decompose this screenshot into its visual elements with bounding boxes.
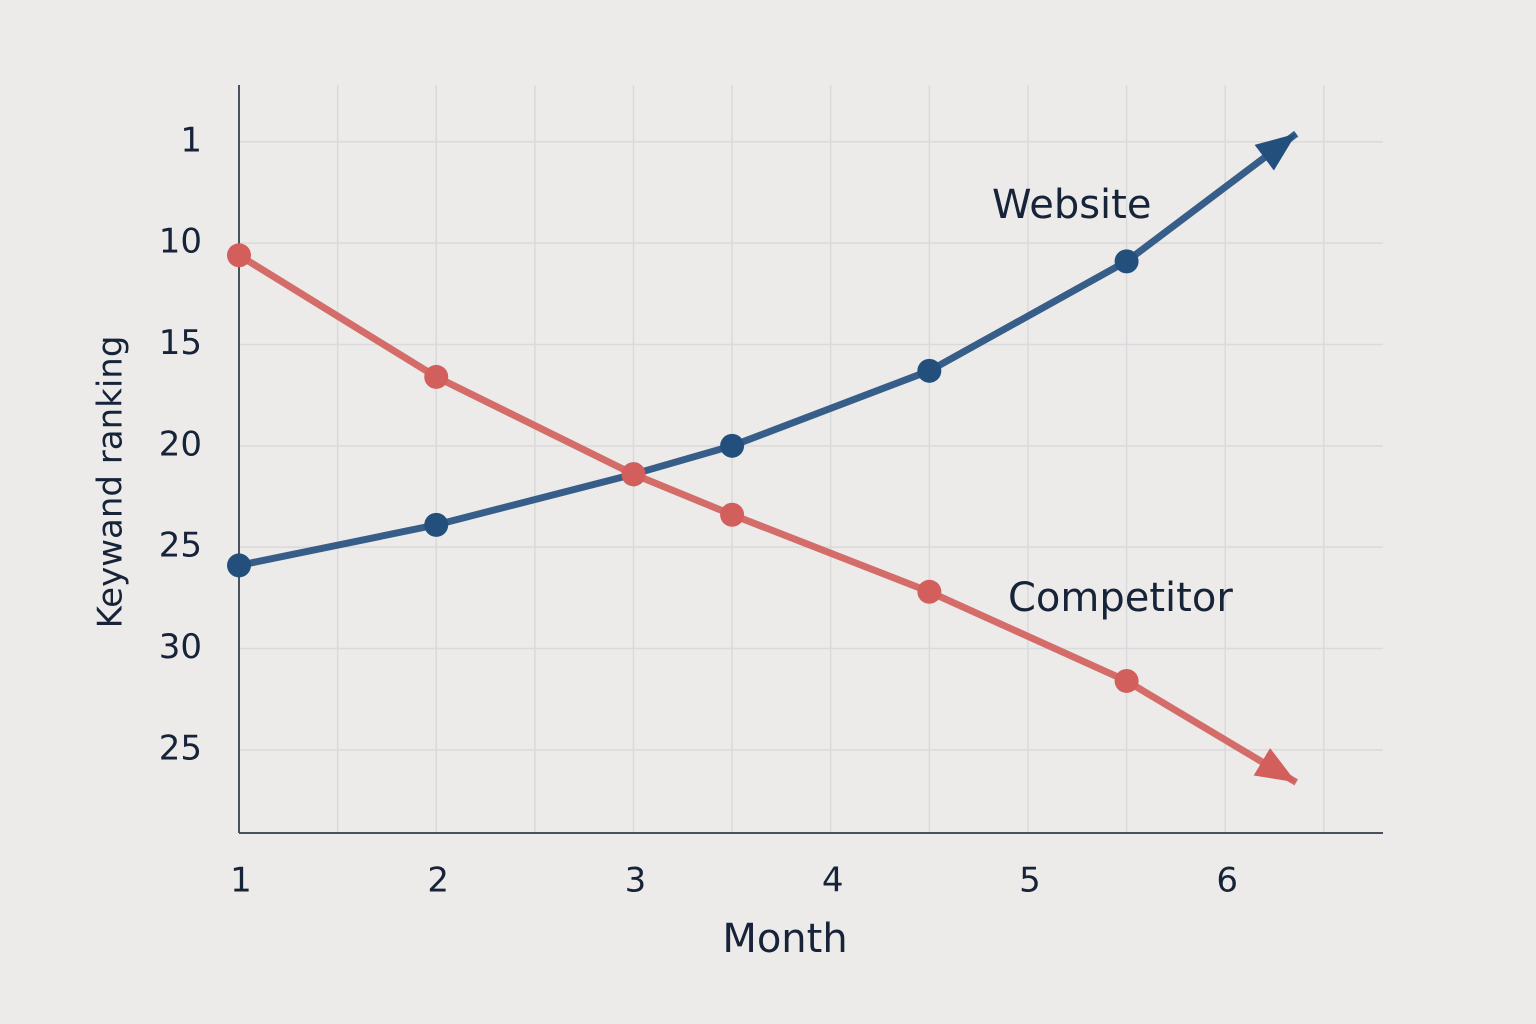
point [720, 433, 745, 458]
point [424, 364, 449, 389]
y-tick-label: 25 [159, 526, 202, 566]
y-tick-label: 25 [159, 728, 202, 768]
x-tick-label: 4 [822, 861, 844, 901]
y-tick-label: 20 [159, 424, 202, 464]
series-label: Website [992, 182, 1151, 228]
series-line [237, 252, 1299, 786]
y-tick-label: 30 [159, 627, 202, 667]
y-tick-label: 10 [159, 222, 202, 262]
point [1114, 249, 1139, 274]
point [720, 502, 745, 527]
point [227, 243, 251, 268]
point [1114, 668, 1139, 693]
x-tick-label: 5 [1019, 861, 1041, 901]
y-tick-label: 1 [180, 120, 202, 160]
x-axis-label: Month [722, 916, 847, 962]
y-axis-label: Keywand ranking [91, 336, 131, 629]
point [621, 462, 646, 487]
x-tick-label: 3 [625, 861, 647, 901]
series-label: Competitor [1008, 575, 1233, 621]
arrow-head [1254, 133, 1297, 171]
point [227, 553, 251, 578]
x-tick-label: 6 [1216, 861, 1238, 901]
point [917, 579, 942, 604]
x-tick-label: 2 [427, 861, 449, 901]
point [424, 512, 449, 537]
point [917, 358, 942, 383]
arrow-head [1253, 748, 1297, 783]
y-tick-label: 15 [159, 323, 202, 363]
x-tick-label: 1 [230, 861, 252, 901]
